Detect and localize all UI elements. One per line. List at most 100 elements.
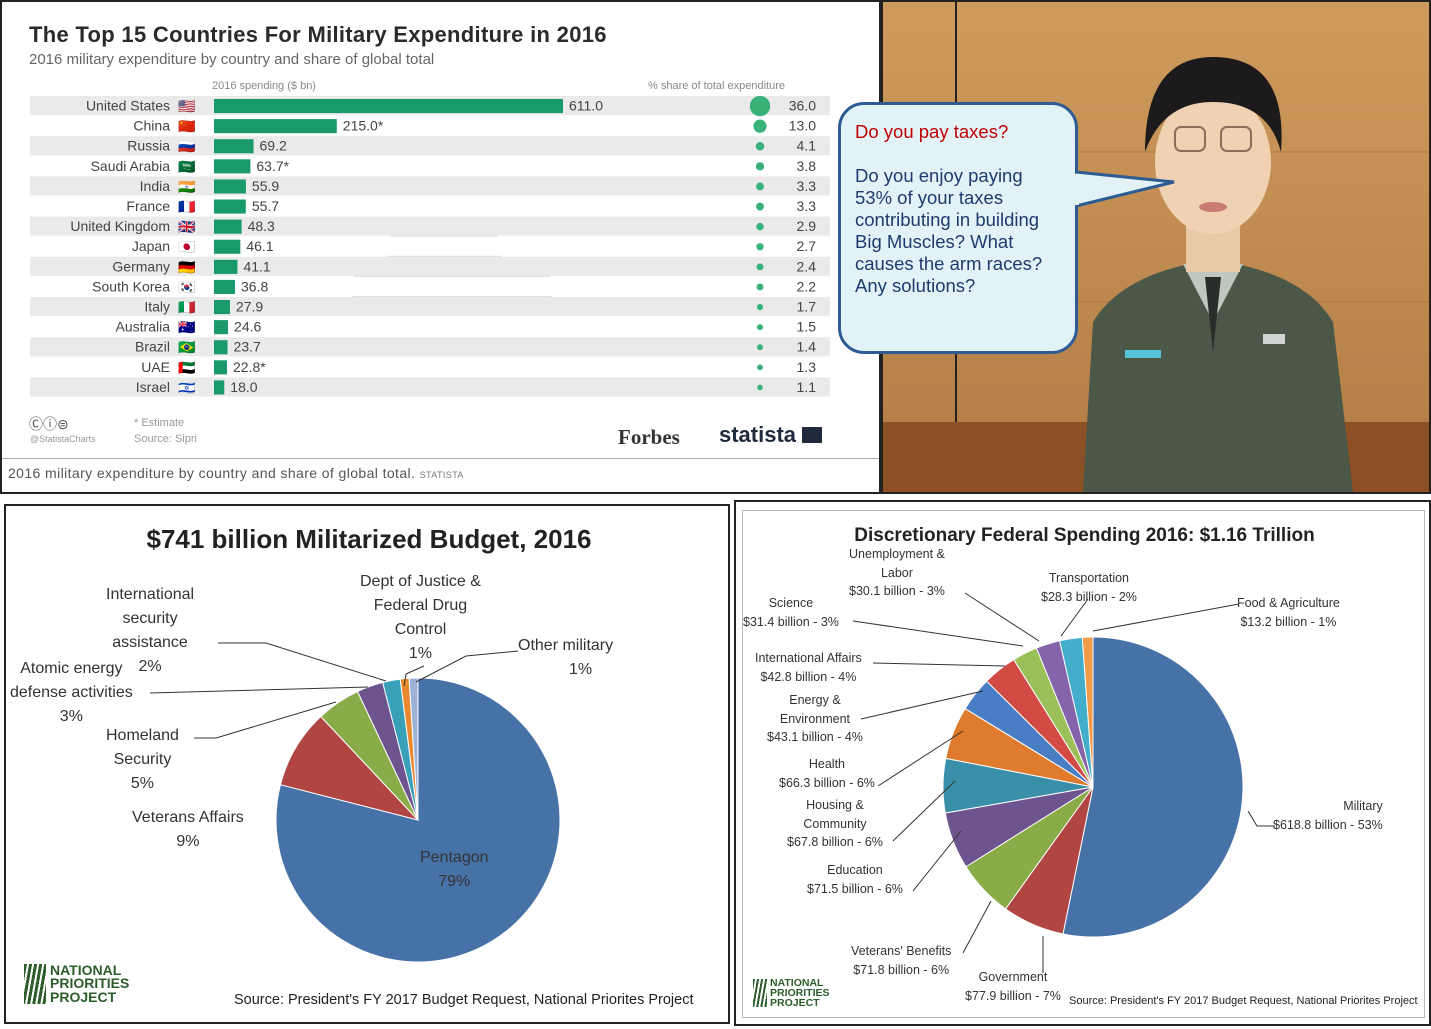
value-label: 24.6 bbox=[234, 319, 261, 335]
country-label: Russia bbox=[127, 138, 170, 154]
pie1-source: Source: President's FY 2017 Budget Reque… bbox=[234, 992, 694, 1008]
bar bbox=[214, 159, 251, 174]
share-label: 2.7 bbox=[797, 238, 817, 254]
bar bbox=[214, 239, 241, 254]
bottom-caption: 2016 military expenditure by country and… bbox=[8, 465, 464, 481]
bar bbox=[214, 139, 254, 154]
share-dot bbox=[756, 243, 764, 251]
value-label: 36.8 bbox=[241, 278, 268, 294]
country-flag-icon: 🇬🇧 bbox=[178, 219, 196, 235]
row-background bbox=[30, 317, 830, 337]
country-flag-icon: 🇷🇺 bbox=[178, 138, 196, 154]
row-background bbox=[30, 377, 830, 397]
speech-bubble: Do you pay taxes? Do you enjoy paying 53… bbox=[838, 102, 1078, 354]
country-label: India bbox=[140, 178, 171, 194]
share-dot bbox=[756, 222, 764, 231]
label-doj: Dept of Justice & Federal Drug Control 1% bbox=[360, 573, 481, 662]
share-dot bbox=[749, 95, 771, 117]
forbes-logo: Forbes bbox=[618, 425, 680, 449]
value-label: 215.0* bbox=[343, 118, 384, 134]
bar bbox=[214, 119, 337, 134]
bar bbox=[214, 219, 242, 234]
share-dot bbox=[757, 384, 763, 391]
country-label: United Kingdom bbox=[70, 218, 170, 234]
share-label: 1.7 bbox=[797, 299, 817, 315]
country-flag-icon: 🇺🇸 bbox=[178, 98, 196, 114]
pie2-source: Source: President's FY 2017 Budget Reque… bbox=[1069, 995, 1418, 1007]
bar bbox=[214, 199, 246, 214]
bar bbox=[214, 179, 246, 194]
pie2-canvas bbox=[852, 592, 1275, 973]
bar-chart-canvas: United States 🇺🇸 611.0 36.0 China 🇨🇳 215.0* 13.… bbox=[30, 95, 830, 397]
share-dot bbox=[755, 142, 765, 151]
share-label: 2.9 bbox=[797, 218, 817, 234]
bar bbox=[214, 99, 563, 114]
bar bbox=[214, 340, 228, 355]
share-column-header: % share of total expenditure bbox=[648, 80, 785, 92]
share-label: 3.3 bbox=[797, 198, 817, 214]
country-flag-icon: 🇮🇱 bbox=[178, 379, 196, 395]
share-label: 3.8 bbox=[797, 158, 817, 174]
country-flag-icon: 🇨🇳 bbox=[178, 118, 196, 134]
value-label: 23.7 bbox=[234, 339, 261, 355]
label-energy-environment: Energy & Environment $43.1 billion - 4% bbox=[767, 693, 863, 744]
share-dot bbox=[756, 202, 764, 211]
pie-slice bbox=[279, 715, 420, 821]
pie1-canvas bbox=[149, 642, 561, 963]
value-label: 55.9 bbox=[252, 178, 279, 194]
country-label: UAE bbox=[141, 359, 170, 375]
share-label: 1.5 bbox=[797, 319, 817, 335]
label-unemployment: Unemployment & Labor $30.1 billion - 3% bbox=[849, 547, 945, 598]
share-label: 4.1 bbox=[797, 138, 817, 154]
share-label: 1.1 bbox=[797, 379, 817, 395]
share-dot bbox=[756, 182, 764, 191]
label-science: Science $31.4 billion - 3% bbox=[743, 596, 839, 629]
share-label: 3.3 bbox=[797, 178, 817, 194]
portrait-illustration bbox=[883, 2, 1429, 492]
label-other-military: Other military 1% bbox=[518, 637, 614, 678]
officer-photo bbox=[881, 0, 1431, 494]
label-homeland-security: Homeland Security 5% bbox=[106, 727, 179, 792]
country-flag-icon: 🇮🇹 bbox=[178, 299, 196, 315]
share-label: 2.2 bbox=[797, 278, 817, 294]
estimate-note: * Estimate bbox=[134, 417, 185, 429]
npp-logo-small: NATIONAL PRIORITIES PROJECT bbox=[753, 978, 830, 1009]
label-military: Military $618.8 billion - 53% bbox=[1273, 799, 1383, 832]
bubble-question-muscles: Do you enjoy paying 53% of your taxes co… bbox=[855, 165, 1043, 296]
value-label: 63.7* bbox=[256, 158, 289, 174]
source-note: Source: Sipri bbox=[134, 433, 197, 445]
country-label: Israel bbox=[136, 379, 170, 395]
statista-logo: statista bbox=[719, 422, 823, 448]
share-dot bbox=[753, 119, 767, 133]
chart-title: The Top 15 Countries For Military Expend… bbox=[29, 22, 607, 47]
country-flag-icon: 🇮🇳 bbox=[178, 178, 196, 194]
chart-subtitle: 2016 military expenditure by country and… bbox=[29, 51, 435, 68]
row-background bbox=[30, 357, 830, 377]
speech-bubble-tail bbox=[1070, 170, 1175, 208]
share-label: 1.3 bbox=[797, 359, 817, 375]
share-label: 1.4 bbox=[797, 339, 817, 355]
label-intl-security: International security assistance 2% bbox=[106, 586, 195, 675]
country-label: Brazil bbox=[135, 339, 170, 355]
country-label: United States bbox=[86, 98, 170, 114]
pie2-title: Discretionary Federal Spending 2016: $1.… bbox=[854, 525, 1315, 546]
npp-logo: NATIONAL PRIORITIES PROJECT bbox=[24, 963, 129, 1004]
value-label: 69.2 bbox=[260, 138, 287, 154]
bar bbox=[214, 320, 229, 335]
label-transportation: Transportation $28.3 billion - 2% bbox=[1041, 571, 1137, 604]
country-label: France bbox=[126, 198, 170, 214]
pie-slice bbox=[408, 677, 419, 821]
bar bbox=[214, 300, 230, 315]
pie-slice bbox=[1062, 636, 1244, 938]
country-label: Germany bbox=[112, 258, 170, 274]
country-flag-icon: 🇫🇷 bbox=[178, 199, 196, 215]
country-label: Saudi Arabia bbox=[91, 158, 171, 174]
pie-title: $741 billion Militarized Budget, 2016 bbox=[146, 524, 592, 554]
bar bbox=[214, 259, 238, 274]
label-food-agriculture: Food & Agriculture $13.2 billion - 1% bbox=[1237, 596, 1340, 629]
country-flag-icon: 🇰🇷 bbox=[178, 279, 196, 295]
label-veterans-affairs: Veterans Affairs 9% bbox=[132, 809, 244, 850]
spending-column-header: 2016 spending ($ bn) bbox=[212, 80, 316, 92]
value-label: 55.7 bbox=[252, 198, 279, 214]
label-pentagon: Pentagon 79% bbox=[420, 849, 489, 890]
